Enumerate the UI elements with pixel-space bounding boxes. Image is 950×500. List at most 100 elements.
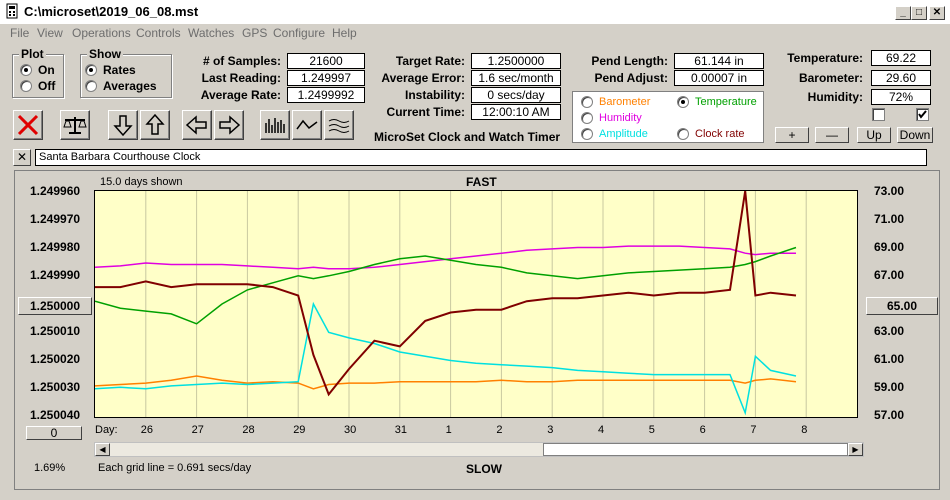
target-rate-field[interactable]: 1.2500000 bbox=[471, 53, 561, 69]
barometer-label: Barometer bbox=[599, 96, 651, 108]
menu-configure[interactable]: Configure bbox=[273, 26, 326, 40]
minimize-button[interactable]: _ bbox=[895, 6, 911, 20]
arrow-right-button[interactable] bbox=[214, 110, 244, 140]
instability-label: Instability: bbox=[404, 88, 465, 102]
pend-adjust-label: Pend Adjust: bbox=[594, 71, 668, 85]
menu-controls[interactable]: Controls bbox=[136, 26, 181, 40]
plot-on-label: On bbox=[38, 63, 55, 77]
plot-off-radio[interactable] bbox=[20, 80, 32, 92]
close-window-button[interactable]: ✕ bbox=[929, 6, 945, 20]
offset-button[interactable]: 0 bbox=[26, 426, 82, 440]
clock-name-input[interactable]: Santa Barbara Courthouse Clock bbox=[35, 149, 927, 166]
menu-watches[interactable]: Watches bbox=[188, 26, 235, 40]
clock-rate-radio[interactable] bbox=[677, 128, 689, 140]
arrow-down-button[interactable] bbox=[108, 110, 138, 140]
y-tick-left: 1.249990 bbox=[30, 268, 81, 282]
scroll-thumb[interactable] bbox=[543, 443, 848, 456]
y-tick-right: 73.00 bbox=[874, 184, 905, 198]
menu-help[interactable]: Help bbox=[332, 26, 357, 40]
day-axis-label: Day: bbox=[95, 424, 118, 436]
x-tick: 4 bbox=[598, 424, 605, 436]
center-temperature-button[interactable]: 65.00 bbox=[866, 297, 938, 315]
option-checkbox-1[interactable] bbox=[872, 108, 885, 121]
show-group: Show bbox=[80, 47, 172, 98]
scroll-right-button[interactable]: ▶ bbox=[848, 443, 863, 456]
pend-length-label: Pend Length: bbox=[591, 54, 668, 68]
temperature-radio[interactable] bbox=[677, 96, 689, 108]
checkmark-icon bbox=[918, 110, 927, 119]
bars-view-button[interactable] bbox=[260, 110, 290, 140]
plot-group-title: Plot bbox=[19, 47, 46, 61]
chart-panel bbox=[14, 170, 940, 490]
show-averages-label: Averages bbox=[103, 79, 157, 93]
last-reading-label: Last Reading: bbox=[201, 71, 281, 85]
average-rate-label: Average Rate: bbox=[200, 88, 281, 102]
y-tick-left: 1.250010 bbox=[30, 324, 81, 338]
menu-gps[interactable]: GPS bbox=[242, 26, 268, 40]
arrow-left-icon bbox=[185, 115, 207, 135]
chart-scrollbar[interactable]: ◀ ▶ bbox=[94, 442, 864, 457]
app-icon bbox=[6, 3, 18, 19]
slow-label: SLOW bbox=[466, 462, 502, 476]
maximize-button[interactable]: □ bbox=[911, 6, 927, 20]
smooth-view-button[interactable] bbox=[324, 110, 354, 140]
humidity-reading-field: 72% bbox=[871, 89, 931, 105]
series-selector: Barometer Temperature Humidity Amplitude… bbox=[572, 91, 764, 143]
menu-file[interactable]: File bbox=[10, 26, 30, 40]
y-tick-right: 71.00 bbox=[874, 212, 905, 226]
x-tick: 31 bbox=[394, 424, 408, 436]
humidity-radio[interactable] bbox=[581, 112, 593, 124]
instability-field: 0 secs/day bbox=[471, 87, 561, 103]
show-averages-radio[interactable] bbox=[85, 80, 97, 92]
humidity-label: Humidity bbox=[599, 112, 642, 124]
chart-svg bbox=[94, 190, 807, 417]
x-tick: 29 bbox=[293, 424, 306, 436]
y-tick-left: 1.250020 bbox=[30, 352, 81, 366]
target-rate-label: Target Rate: bbox=[395, 54, 465, 68]
days-shown-label: 15.0 days shown bbox=[100, 176, 183, 188]
reset-button[interactable] bbox=[13, 110, 43, 140]
y-tick-right: 59.00 bbox=[874, 380, 905, 394]
arrow-right-icon bbox=[219, 115, 241, 135]
y-tick-right: 67.00 bbox=[874, 268, 905, 282]
scroll-left-button[interactable]: ◀ bbox=[95, 443, 110, 456]
current-time-field: 12:00:10 AM bbox=[471, 104, 561, 120]
smooth-icon bbox=[328, 119, 350, 133]
show-rates-label: Rates bbox=[103, 63, 136, 77]
temperature-reading-field: 69.22 bbox=[871, 50, 931, 66]
arrow-left-button[interactable] bbox=[182, 110, 212, 140]
menu-view[interactable]: View bbox=[37, 26, 63, 40]
plus-button[interactable]: + bbox=[775, 127, 809, 143]
x-tick: 8 bbox=[801, 424, 808, 436]
y-tick-right: 57.00 bbox=[874, 408, 905, 422]
option-checkbox-2[interactable] bbox=[916, 108, 929, 121]
y-tick-right: 63.00 bbox=[874, 324, 905, 338]
show-group-title: Show bbox=[87, 47, 123, 61]
scale-up-button[interactable]: Up bbox=[857, 127, 891, 143]
clear-clock-button[interactable]: ✕ bbox=[13, 149, 31, 166]
y-tick-left: 1.249970 bbox=[30, 212, 81, 226]
percent-label: 1.69% bbox=[34, 462, 66, 474]
minus-button[interactable]: — bbox=[815, 127, 849, 143]
grid-note: Each grid line = 0.691 secs/day bbox=[98, 462, 252, 474]
plot-on-radio[interactable] bbox=[20, 64, 32, 76]
show-rates-radio[interactable] bbox=[85, 64, 97, 76]
x-tick: 2 bbox=[496, 424, 503, 436]
menu-operations[interactable]: Operations bbox=[72, 26, 131, 40]
balance-button[interactable] bbox=[60, 110, 90, 140]
current-time-label: Current Time: bbox=[386, 105, 465, 119]
amplitude-radio[interactable] bbox=[581, 128, 593, 140]
y-tick-right: 69.00 bbox=[874, 240, 905, 254]
scale-down-button[interactable]: Down bbox=[897, 127, 933, 143]
arrow-up-button[interactable] bbox=[140, 110, 170, 140]
humidity-reading-label: Humidity: bbox=[807, 90, 863, 104]
x-tick: 7 bbox=[750, 424, 757, 436]
wave-view-button[interactable] bbox=[292, 110, 322, 140]
center-rate-button[interactable]: 1.250000 bbox=[18, 297, 92, 315]
barometer-radio[interactable] bbox=[581, 96, 593, 108]
arrow-up-icon bbox=[145, 113, 165, 135]
amplitude-label: Amplitude bbox=[599, 128, 648, 140]
temperature-label: Temperature bbox=[695, 96, 757, 108]
series-clock-rate bbox=[95, 190, 797, 397]
bars-icon bbox=[265, 118, 285, 133]
